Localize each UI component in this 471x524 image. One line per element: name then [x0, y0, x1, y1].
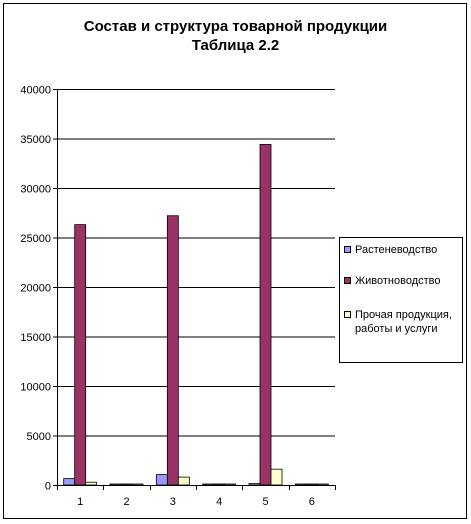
y-tick-label: 15000 [20, 332, 51, 344]
bar-series-3-cat-5 [270, 468, 283, 486]
bar-series-2-cat-6 [305, 483, 318, 486]
x-tick-label: 6 [309, 496, 315, 508]
x-tick-label: 5 [262, 496, 268, 508]
y-tick-label: 5000 [27, 431, 51, 443]
bar-series-2-cat-2 [120, 483, 133, 486]
bar-series-3-cat-4 [224, 483, 237, 486]
x-tick-label: 4 [216, 496, 222, 508]
bar-series-1-cat-6 [294, 483, 307, 486]
chart-legend: Растеневодство Животноводство Прочая про… [339, 237, 463, 363]
x-tick-label: 1 [77, 496, 83, 508]
legend-label-series-1: Растеневодство [355, 244, 438, 256]
bar-series-3-cat-6 [316, 483, 329, 486]
bar-series-2-cat-5 [259, 144, 272, 486]
bar-series-3-cat-3 [177, 476, 190, 486]
bar-series-1-cat-5 [248, 483, 261, 486]
bar-series-1-cat-1 [63, 478, 76, 486]
x-tick-label: 3 [170, 496, 176, 508]
y-tick-label: 20000 [20, 283, 51, 295]
bar-series-1-cat-2 [109, 483, 122, 486]
bar-series-3-cat-1 [85, 481, 98, 486]
y-tick-label: 30000 [20, 184, 51, 196]
y-tick-label: 40000 [20, 85, 51, 97]
bar-series-1-cat-3 [155, 474, 168, 486]
legend-swatch-series-1 [344, 246, 351, 253]
bar-series-2-cat-4 [213, 483, 226, 486]
bar-series-2-cat-1 [74, 224, 87, 486]
x-tick-label: 2 [123, 496, 129, 508]
legend-label-series-2: Животноводство [355, 275, 441, 287]
y-tick-label: 0 [45, 481, 51, 493]
chart-subtitle: Таблица 2.2 [191, 37, 280, 54]
legend-swatch-series-2 [344, 277, 351, 284]
y-tick-label: 35000 [20, 134, 51, 146]
legend-label-series-3: Прочая продукция, работы и услуги [355, 309, 452, 335]
bar-series-2-cat-3 [166, 215, 179, 486]
y-tick-label: 25000 [20, 233, 51, 245]
legend-swatch-series-3 [344, 311, 351, 318]
bar-series-1-cat-4 [202, 483, 215, 486]
chart-title: Состав и структура товарной продукции [83, 18, 388, 35]
y-tick-label: 10000 [20, 382, 51, 394]
bar-series-3-cat-2 [131, 483, 144, 486]
